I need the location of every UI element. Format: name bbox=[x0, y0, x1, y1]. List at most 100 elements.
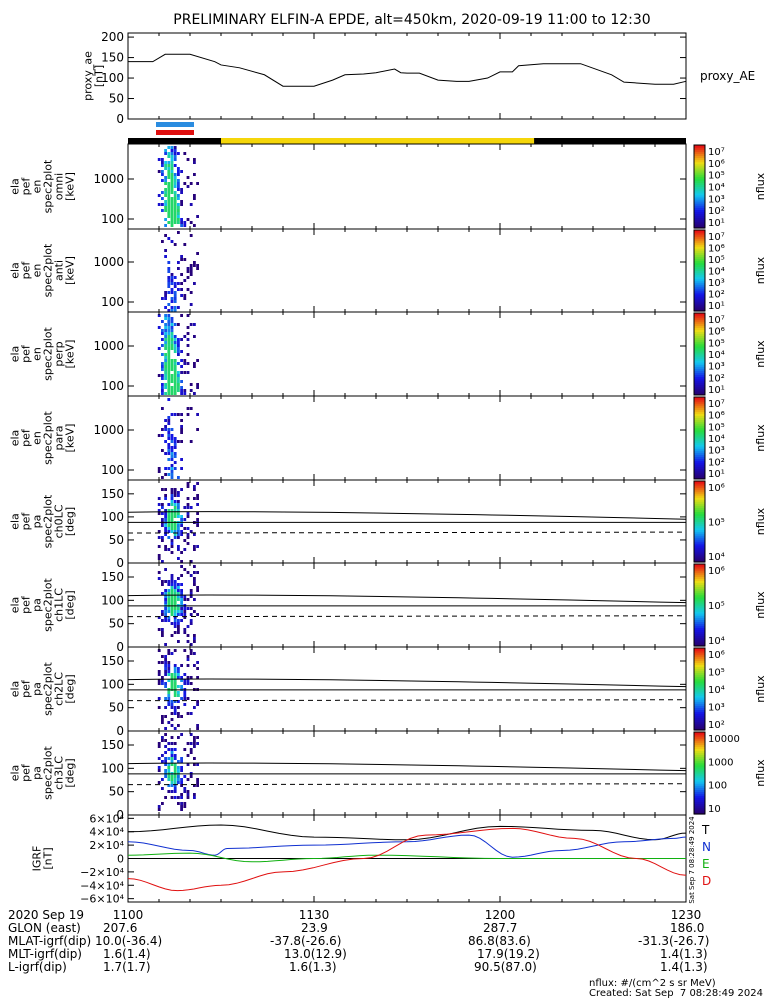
spectrogram-cell bbox=[161, 240, 164, 243]
panel-6-ytick-label: 50 bbox=[109, 617, 124, 631]
colorbar-cell bbox=[694, 734, 705, 737]
spectrogram-cell bbox=[161, 754, 164, 757]
spectrogram-cell bbox=[164, 509, 167, 512]
spectrogram-cell bbox=[170, 377, 174, 380]
colorbar-cell bbox=[694, 230, 705, 233]
spectrogram-cell bbox=[161, 655, 164, 658]
spectrogram-cell bbox=[170, 167, 174, 170]
spectrogram-cell bbox=[170, 434, 174, 437]
spectrogram-cell bbox=[173, 769, 177, 772]
spectrogram-cell bbox=[170, 170, 174, 173]
spectrogram-cell bbox=[167, 667, 171, 670]
spectrogram-cell bbox=[193, 763, 196, 766]
spectrogram-cell bbox=[167, 338, 171, 341]
spectrogram-cell bbox=[183, 371, 187, 374]
colorbar-frame bbox=[693, 480, 706, 563]
colorbar-cell bbox=[694, 580, 705, 583]
spectrogram-cell bbox=[164, 206, 167, 209]
spectrogram-cell bbox=[180, 733, 183, 736]
panel-2-ylabel-line: spec2plot bbox=[42, 243, 55, 297]
spectrogram-cell bbox=[193, 323, 196, 326]
colorbar-tick-label: 10⁵ bbox=[708, 171, 725, 182]
panel-4-ylabel-line: ela bbox=[9, 430, 22, 447]
spectrogram-cell bbox=[164, 218, 167, 221]
spectrogram-cell bbox=[173, 173, 177, 176]
spectrogram-cell bbox=[170, 206, 174, 209]
spectrogram-cell bbox=[167, 691, 171, 694]
spectrogram-cell bbox=[196, 482, 199, 485]
spectrogram-cell bbox=[164, 332, 167, 335]
spectrogram-cell bbox=[170, 386, 174, 389]
spectrogram-cell bbox=[173, 344, 177, 347]
spectrogram-cell bbox=[173, 371, 177, 374]
spectrogram-cell bbox=[180, 530, 183, 533]
spectrogram-cell bbox=[186, 536, 190, 539]
spectrogram-cell bbox=[173, 149, 177, 152]
spectrogram-cell bbox=[164, 341, 167, 344]
panel-4-ylabel-line: [keV] bbox=[64, 424, 77, 453]
spectrogram-cell bbox=[189, 267, 193, 270]
spectrogram-cell bbox=[161, 661, 164, 664]
spectrogram-cell bbox=[177, 631, 180, 634]
colorbar-cell bbox=[694, 495, 705, 498]
spectrogram-cell bbox=[161, 164, 164, 167]
spectrogram-cell bbox=[177, 595, 180, 598]
colorbar-cell bbox=[694, 703, 705, 706]
spectrogram-cell bbox=[180, 419, 183, 422]
colorbar-cell bbox=[694, 539, 705, 543]
colorbar-label-group: nflux bbox=[754, 340, 767, 368]
loss-cone-curve bbox=[127, 511, 687, 520]
colorbar-cell bbox=[694, 211, 705, 215]
spectrogram-cell bbox=[173, 595, 177, 598]
panel-3-ytick-label: 1000 bbox=[93, 339, 124, 353]
colorbar-cell bbox=[694, 198, 705, 202]
spectrogram-cell bbox=[157, 805, 161, 808]
colorbar-tick-label: 10⁶ bbox=[708, 566, 725, 577]
spectrogram-cell bbox=[167, 503, 171, 506]
colorbar-cell bbox=[694, 799, 705, 803]
colorbar-cell bbox=[694, 444, 705, 447]
spectrogram-cell bbox=[170, 551, 174, 554]
spectrogram-cell bbox=[196, 386, 199, 389]
spectrogram-cell bbox=[170, 449, 174, 452]
spectrogram-cell bbox=[167, 580, 171, 583]
colorbar-frame bbox=[693, 144, 706, 229]
spectrogram-cell bbox=[161, 539, 164, 542]
spectrogram-cell bbox=[164, 161, 167, 164]
spectrogram-cell bbox=[164, 179, 167, 182]
spectrogram-cell bbox=[167, 446, 171, 449]
colorbar-cell bbox=[694, 450, 705, 453]
spectrogram-cell bbox=[189, 643, 193, 646]
colorbar-tick-label: 10¹ bbox=[708, 385, 725, 396]
spectrogram-cell bbox=[196, 667, 199, 670]
spectrogram-cell bbox=[177, 185, 180, 188]
spectrogram-cell bbox=[170, 595, 174, 598]
spectrogram-cell bbox=[173, 276, 177, 279]
spectrogram-cell bbox=[167, 652, 171, 655]
spectrogram-cell bbox=[177, 586, 180, 589]
igrf-ytick-label: −6×10⁴ bbox=[80, 893, 124, 906]
panel-4-ytick-label: 100 bbox=[101, 463, 124, 477]
spectrogram-cell bbox=[170, 751, 174, 754]
spectrogram-cell bbox=[173, 613, 177, 616]
spectrogram-cell bbox=[177, 802, 180, 805]
spectrogram-cell bbox=[186, 634, 190, 637]
spectrogram-cell bbox=[180, 371, 183, 374]
spectrogram-cell bbox=[196, 497, 199, 500]
spectrogram-cell bbox=[173, 285, 177, 288]
spectrogram-cell bbox=[170, 335, 174, 338]
colorbar-cell bbox=[694, 489, 705, 492]
spectrogram-cell bbox=[157, 497, 161, 500]
colorbar-cell bbox=[694, 272, 705, 276]
spectrogram-cell bbox=[164, 203, 167, 206]
spectrogram-cell bbox=[164, 568, 167, 571]
spectrogram-cell bbox=[173, 742, 177, 745]
spectrogram-cell bbox=[193, 598, 196, 601]
colorbar-cell bbox=[694, 574, 705, 577]
spectrogram-cell bbox=[170, 706, 174, 709]
spectrogram-cell bbox=[164, 255, 167, 258]
spectrogram-cell bbox=[193, 706, 196, 709]
colorbar-cell bbox=[694, 756, 705, 760]
spectrogram-cell bbox=[167, 182, 171, 185]
colorbar-cell bbox=[694, 705, 705, 708]
